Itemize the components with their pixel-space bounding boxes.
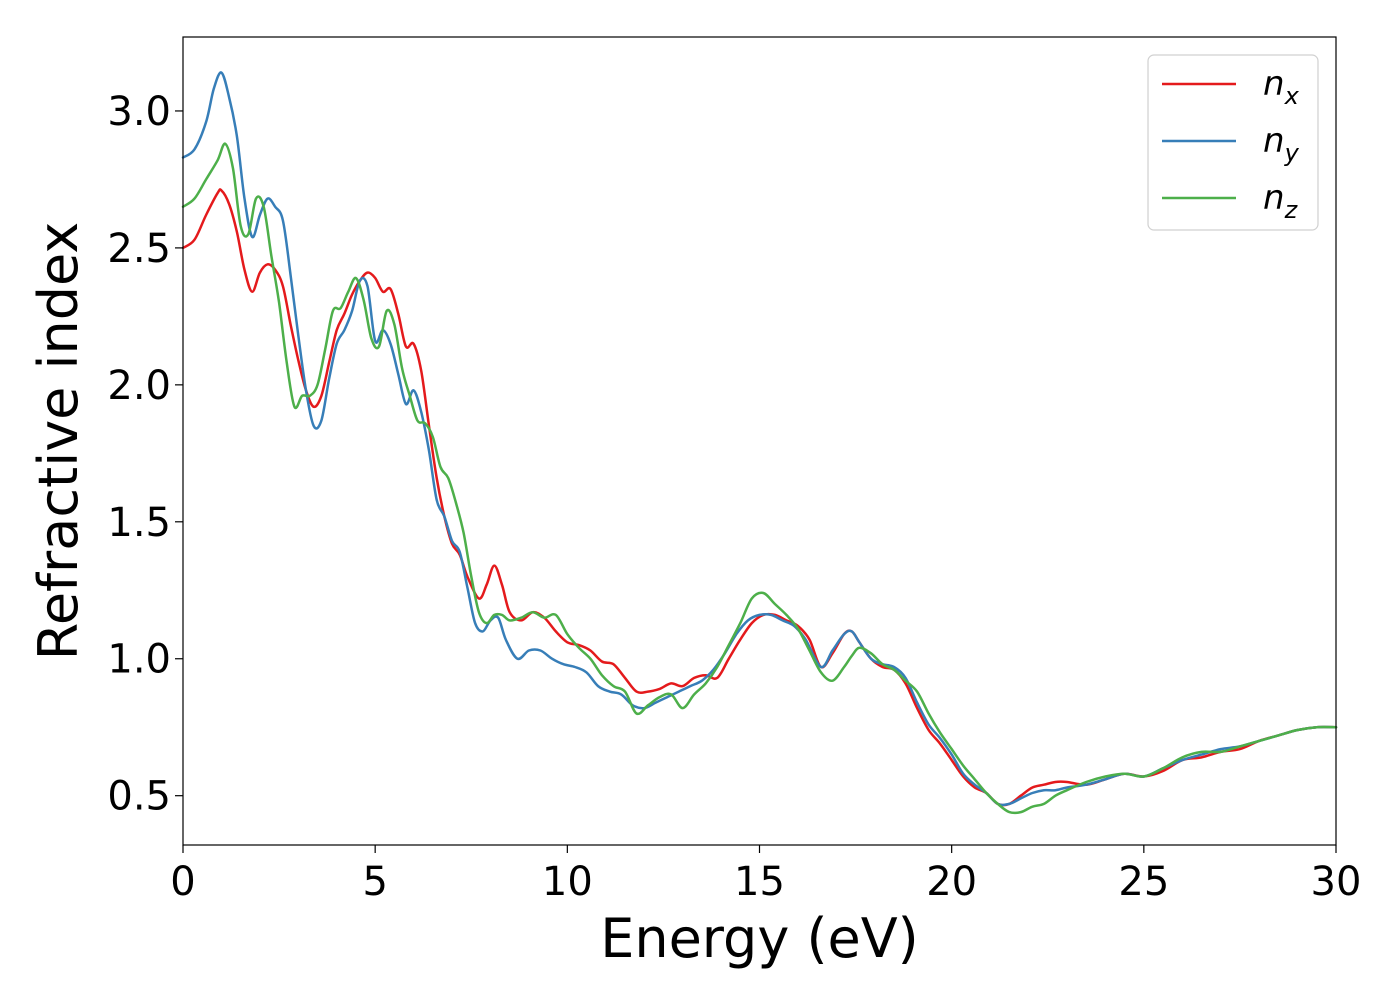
- y-tick-label: 3.0: [107, 89, 171, 135]
- x-tick-label: 15: [734, 859, 785, 905]
- x-axis-ticks: 0 5 10 15 20 25 30: [170, 845, 1361, 905]
- x-tick-label: 25: [1118, 859, 1169, 905]
- x-axis-title: Energy (eV): [600, 907, 919, 970]
- legend-label-x: nx: [1263, 64, 1300, 110]
- x-tick-label: 30: [1311, 859, 1362, 905]
- series-layer: [181, 71, 1338, 815]
- y-tick-label: 2.5: [107, 226, 171, 272]
- legend-box: [1147, 54, 1319, 231]
- legend-label-y: ny: [1263, 121, 1300, 167]
- x-tick-label: 20: [926, 859, 977, 905]
- y-tick-label: 0.5: [107, 774, 171, 820]
- series-line-z: [181, 142, 1338, 815]
- y-tick-label: 1.0: [107, 637, 171, 683]
- x-tick-label: 10: [542, 859, 593, 905]
- y-tick-label: 1.5: [107, 500, 171, 546]
- x-tick-label: 0: [170, 859, 195, 905]
- series-line-x: [181, 188, 1338, 807]
- y-axis-title: Refractive index: [27, 222, 90, 661]
- legend: nx ny nz: [1147, 54, 1319, 231]
- y-tick-label: 2.0: [107, 363, 171, 409]
- x-tick-label: 5: [362, 859, 387, 905]
- y-axis-ticks: 0.5 1.0 1.5 2.0 2.5 3.0: [107, 89, 183, 820]
- legend-label-z: nz: [1263, 178, 1299, 224]
